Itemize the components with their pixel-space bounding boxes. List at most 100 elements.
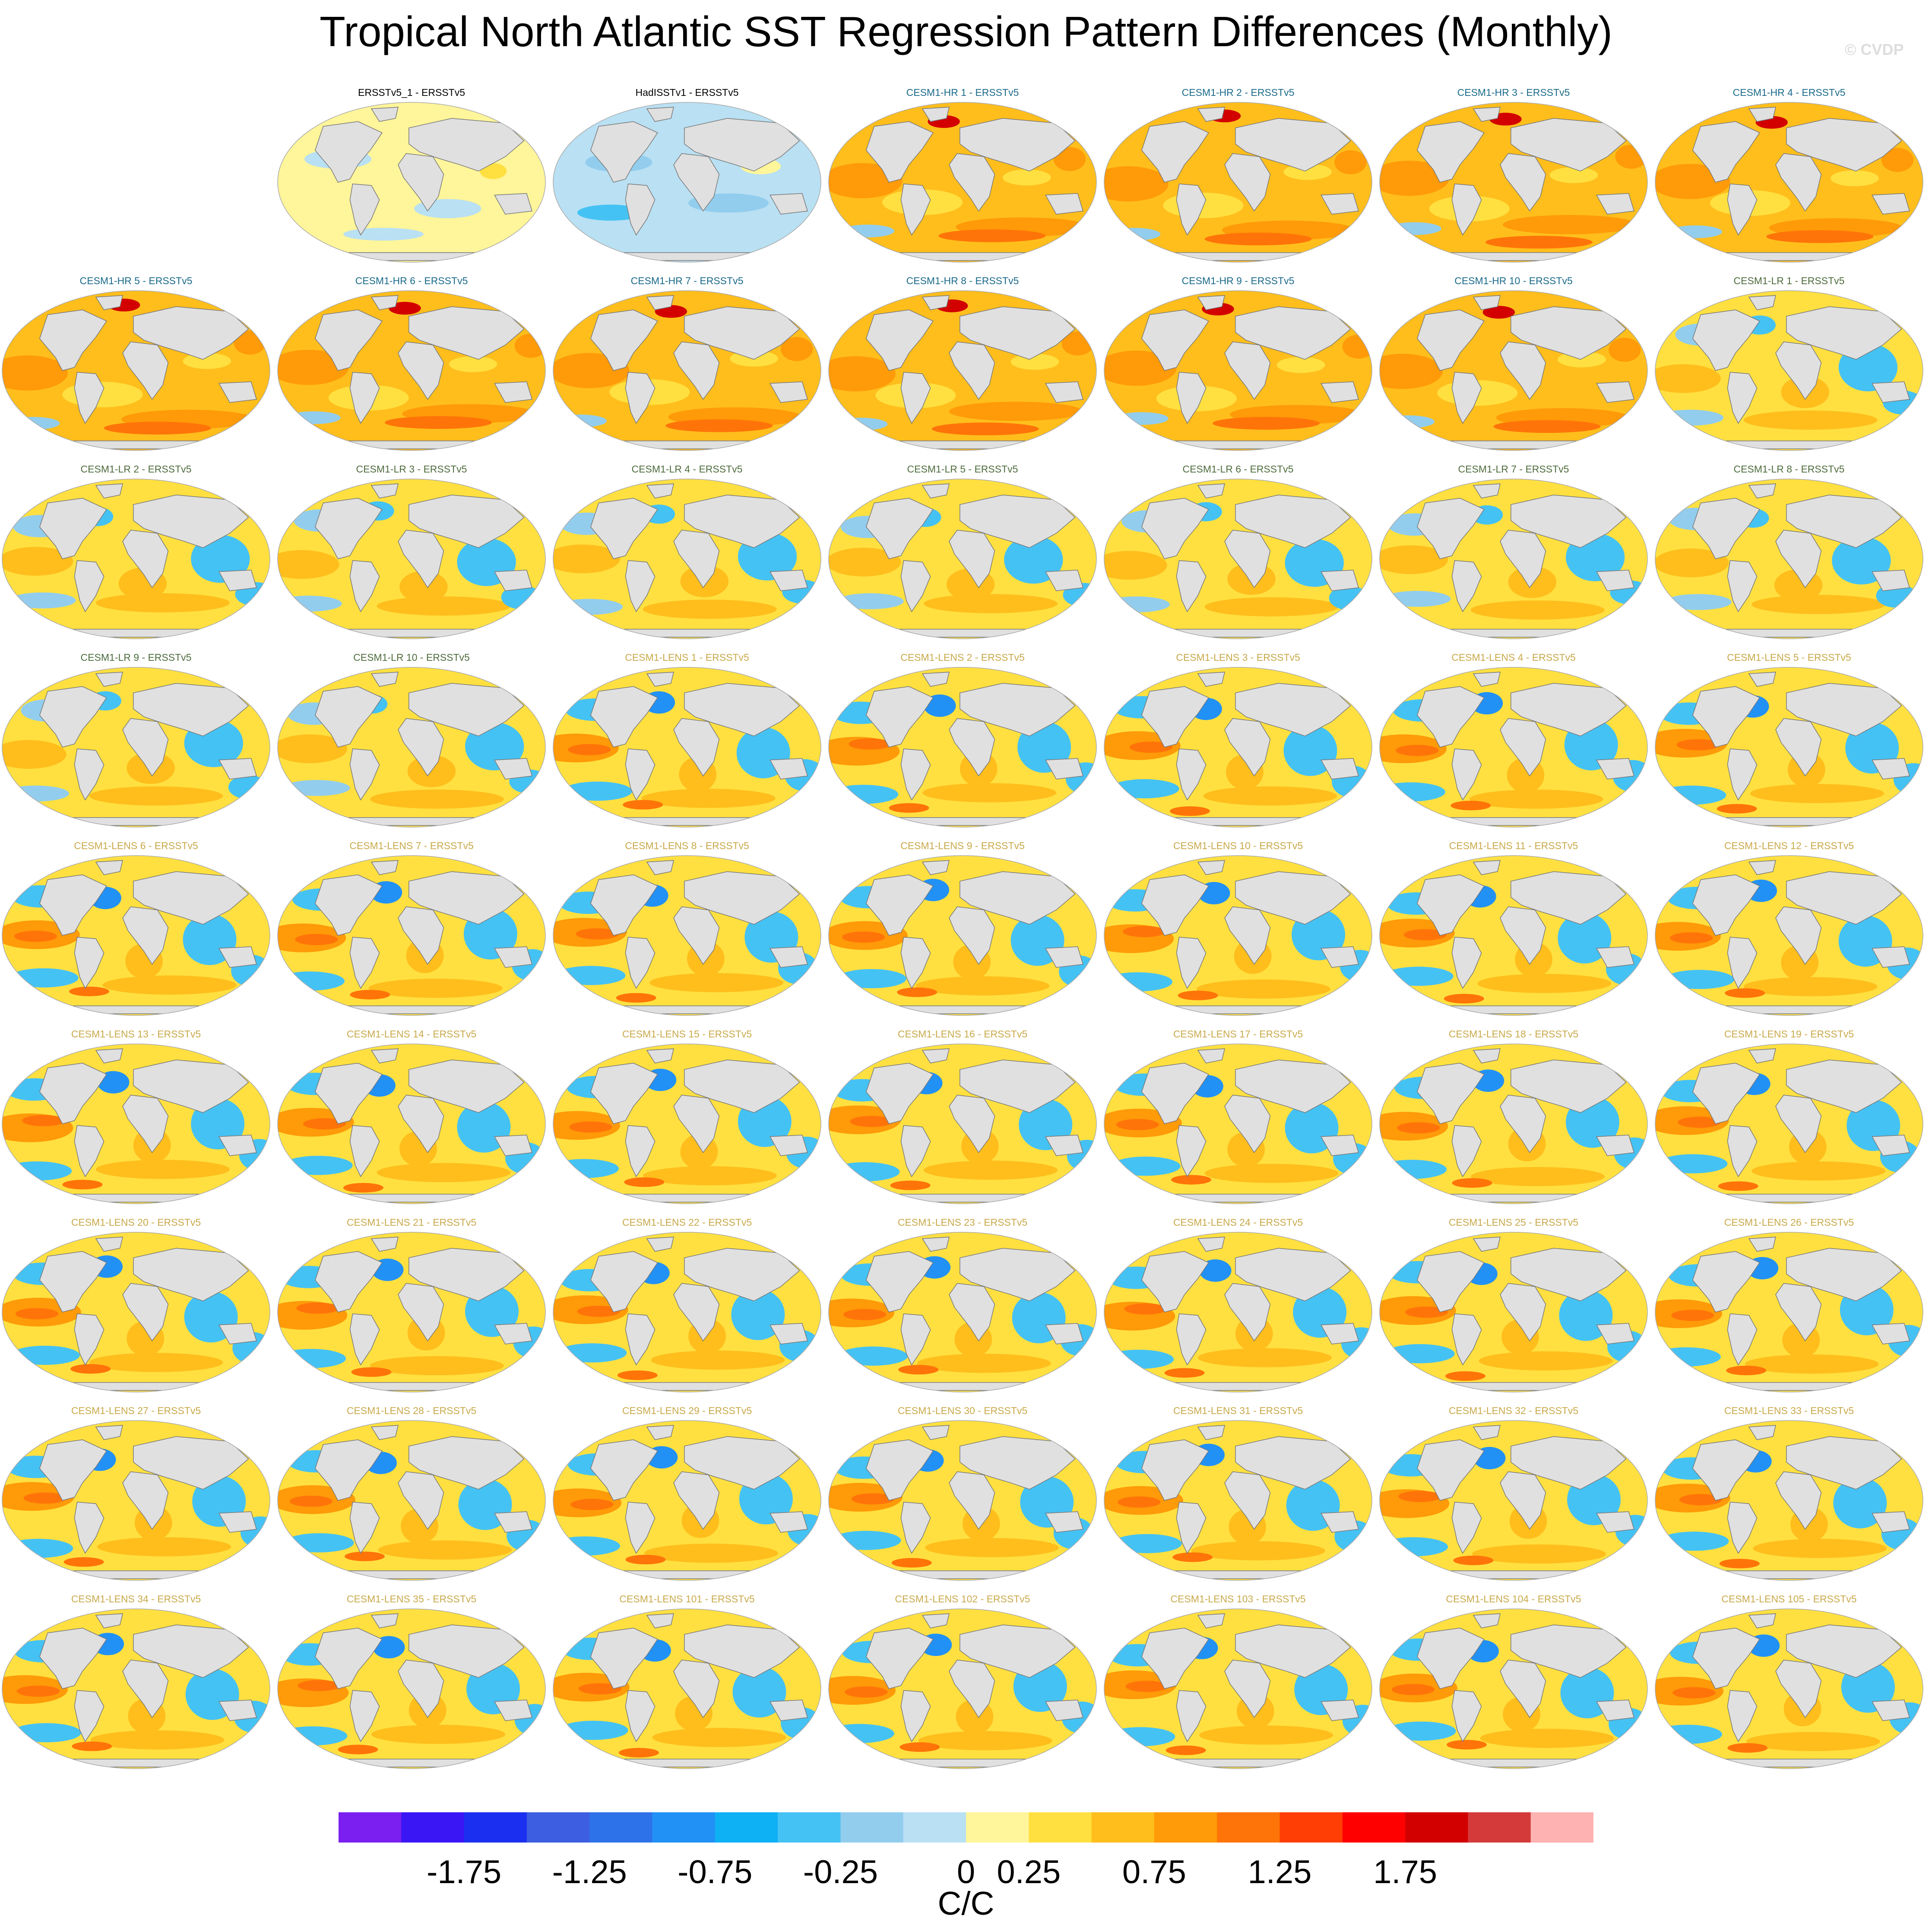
map-panel: CESM1-LENS 35 - ERSSTv5 <box>276 1593 548 1774</box>
world-map <box>277 1608 546 1769</box>
panel-title: CESM1-LENS 104 - ERSSTv5 <box>1446 1593 1581 1605</box>
panel-title: CESM1-LENS 19 - ERSSTv5 <box>1724 1028 1854 1040</box>
colorbar-swatch <box>1342 1812 1406 1843</box>
panel-title: CESM1-LENS 34 - ERSSTv5 <box>71 1593 201 1605</box>
colorbar-swatch <box>1530 1812 1593 1843</box>
map-panel: CESM1-LR 1 - ERSSTv5 <box>1653 275 1925 456</box>
world-map <box>277 1420 546 1581</box>
world-map <box>1104 667 1372 828</box>
map-panel: CESM1-LR 8 - ERSSTv5 <box>1653 463 1925 644</box>
map-panel: CESM1-LENS 105 - ERSSTv5 <box>1653 1593 1925 1774</box>
world-map <box>1655 479 1923 639</box>
map-panel: CESM1-HR 10 - ERSSTv5 <box>1378 275 1650 456</box>
world-map <box>1655 667 1923 828</box>
map-panel: CESM1-LENS 103 - ERSSTv5 <box>1102 1593 1374 1774</box>
world-map <box>2 1608 270 1769</box>
panel-title: CESM1-LENS 2 - ERSSTv5 <box>900 652 1025 663</box>
map-panel: CESM1-HR 9 - ERSSTv5 <box>1102 275 1374 456</box>
panel-title: CESM1-LENS 9 - ERSSTv5 <box>900 840 1025 851</box>
world-map <box>277 102 546 263</box>
world-map <box>1104 1608 1372 1769</box>
world-map <box>1655 1608 1923 1769</box>
map-panel: CESM1-LENS 12 - ERSSTv5 <box>1653 840 1925 1021</box>
colorbar <box>339 1812 1593 1843</box>
panel-title: CESM1-LR 10 - ERSSTv5 <box>353 652 470 663</box>
world-map <box>553 1043 821 1204</box>
panel-title: CESM1-HR 8 - ERSSTv5 <box>906 275 1019 286</box>
panel-title: CESM1-LENS 10 - ERSSTv5 <box>1173 840 1303 851</box>
world-map <box>828 1608 1097 1769</box>
map-panel: CESM1-LENS 15 - ERSSTv5 <box>551 1028 823 1209</box>
panel-title: CESM1-LENS 21 - ERSSTv5 <box>346 1217 477 1228</box>
colorbar-swatch <box>589 1812 652 1843</box>
colorbar-tick-label: -1.75 <box>426 1854 502 1890</box>
panel-title: CESM1-LENS 16 - ERSSTv5 <box>897 1028 1028 1040</box>
panel-title: ERSSTv5_1 - ERSSTv5 <box>358 87 465 98</box>
map-panel: CESM1-LENS 13 - ERSSTv5 <box>0 1028 272 1209</box>
colorbar-tick-label: -0.75 <box>678 1854 753 1890</box>
world-map <box>1104 102 1372 263</box>
panel-title: CESM1-LENS 35 - ERSSTv5 <box>346 1593 477 1605</box>
colorbar-swatch <box>715 1812 778 1843</box>
map-panel: CESM1-LENS 28 - ERSSTv5 <box>276 1405 548 1586</box>
colorbar-tick-label: 1.75 <box>1373 1854 1438 1890</box>
world-map <box>1104 1232 1372 1392</box>
map-panel: CESM1-HR 7 - ERSSTv5 <box>551 275 823 456</box>
map-panel: CESM1-LENS 2 - ERSSTv5 <box>827 651 1099 833</box>
panel-title: CESM1-LENS 26 - ERSSTv5 <box>1724 1217 1854 1228</box>
world-map <box>553 479 821 639</box>
map-panel: CESM1-LENS 31 - ERSSTv5 <box>1102 1405 1374 1586</box>
world-map <box>1379 855 1648 1016</box>
map-panel: CESM1-LENS 1 - ERSSTv5 <box>551 651 823 833</box>
map-panel: CESM1-LENS 30 - ERSSTv5 <box>827 1405 1099 1586</box>
panel-title: CESM1-LENS 32 - ERSSTv5 <box>1448 1405 1579 1416</box>
panel-title: CESM1-LR 9 - ERSSTv5 <box>80 652 192 663</box>
panel-title: CESM1-LENS 33 - ERSSTv5 <box>1724 1405 1854 1416</box>
map-panel: CESM1-HR 5 - ERSSTv5 <box>0 275 272 456</box>
world-map <box>828 1420 1097 1581</box>
world-map <box>1379 1420 1648 1581</box>
map-panel: CESM1-LENS 21 - ERSSTv5 <box>276 1216 548 1398</box>
colorbar-swatch <box>1217 1812 1280 1843</box>
map-panel: CESM1-LENS 33 - ERSSTv5 <box>1653 1405 1925 1586</box>
world-map <box>553 1232 821 1392</box>
world-map <box>1655 855 1923 1016</box>
colorbar-tick-label: 1.25 <box>1248 1854 1312 1890</box>
map-panel: CESM1-LENS 101 - ERSSTv5 <box>551 1593 823 1774</box>
panel-title: CESM1-HR 7 - ERSSTv5 <box>630 275 744 286</box>
world-map <box>828 102 1097 263</box>
map-panel: CESM1-LR 4 - ERSSTv5 <box>551 463 823 644</box>
world-map <box>277 1232 546 1392</box>
panel-title: CESM1-HR 3 - ERSSTv5 <box>1457 87 1570 98</box>
world-map <box>553 1608 821 1769</box>
colorbar-swatch <box>1468 1812 1531 1843</box>
world-map <box>1379 1608 1648 1769</box>
map-panel: CESM1-LENS 26 - ERSSTv5 <box>1653 1216 1925 1398</box>
map-panel: CESM1-LR 3 - ERSSTv5 <box>276 463 548 644</box>
world-map <box>1104 1420 1372 1581</box>
colorbar-swatch <box>464 1812 527 1843</box>
panel-title: CESM1-LENS 7 - ERSSTv5 <box>349 840 474 851</box>
map-panel: CESM1-LENS 25 - ERSSTv5 <box>1378 1216 1650 1398</box>
map-panel: CESM1-LENS 32 - ERSSTv5 <box>1378 1405 1650 1586</box>
panel-title: CESM1-LR 8 - ERSSTv5 <box>1733 463 1845 475</box>
panel-title: CESM1-LENS 6 - ERSSTv5 <box>74 840 198 851</box>
world-map <box>1379 102 1648 263</box>
panel-title: CESM1-HR 10 - ERSSTv5 <box>1454 275 1573 286</box>
panel-title: CESM1-LENS 31 - ERSSTv5 <box>1173 1405 1303 1416</box>
world-map <box>2 855 270 1016</box>
map-panel: CESM1-LENS 23 - ERSSTv5 <box>827 1216 1099 1398</box>
colorbar-swatch <box>401 1812 465 1843</box>
colorbar-tick-label: 0.25 <box>997 1854 1061 1890</box>
panel-title: CESM1-HR 5 - ERSSTv5 <box>79 275 193 286</box>
world-map <box>2 1043 270 1204</box>
colorbar-units: C/C <box>937 1885 995 1922</box>
panel-title: CESM1-LR 2 - ERSSTv5 <box>80 463 192 475</box>
panel-title: HadISSTv1 - ERSSTv5 <box>635 87 739 98</box>
world-map <box>1104 479 1372 639</box>
panel-title: CESM1-LENS 23 - ERSSTv5 <box>897 1217 1028 1228</box>
panel-title: CESM1-LENS 28 - ERSSTv5 <box>346 1405 477 1416</box>
colorbar-tick-label: 0.75 <box>1122 1854 1186 1890</box>
world-map <box>828 479 1097 639</box>
world-map <box>1655 290 1923 451</box>
